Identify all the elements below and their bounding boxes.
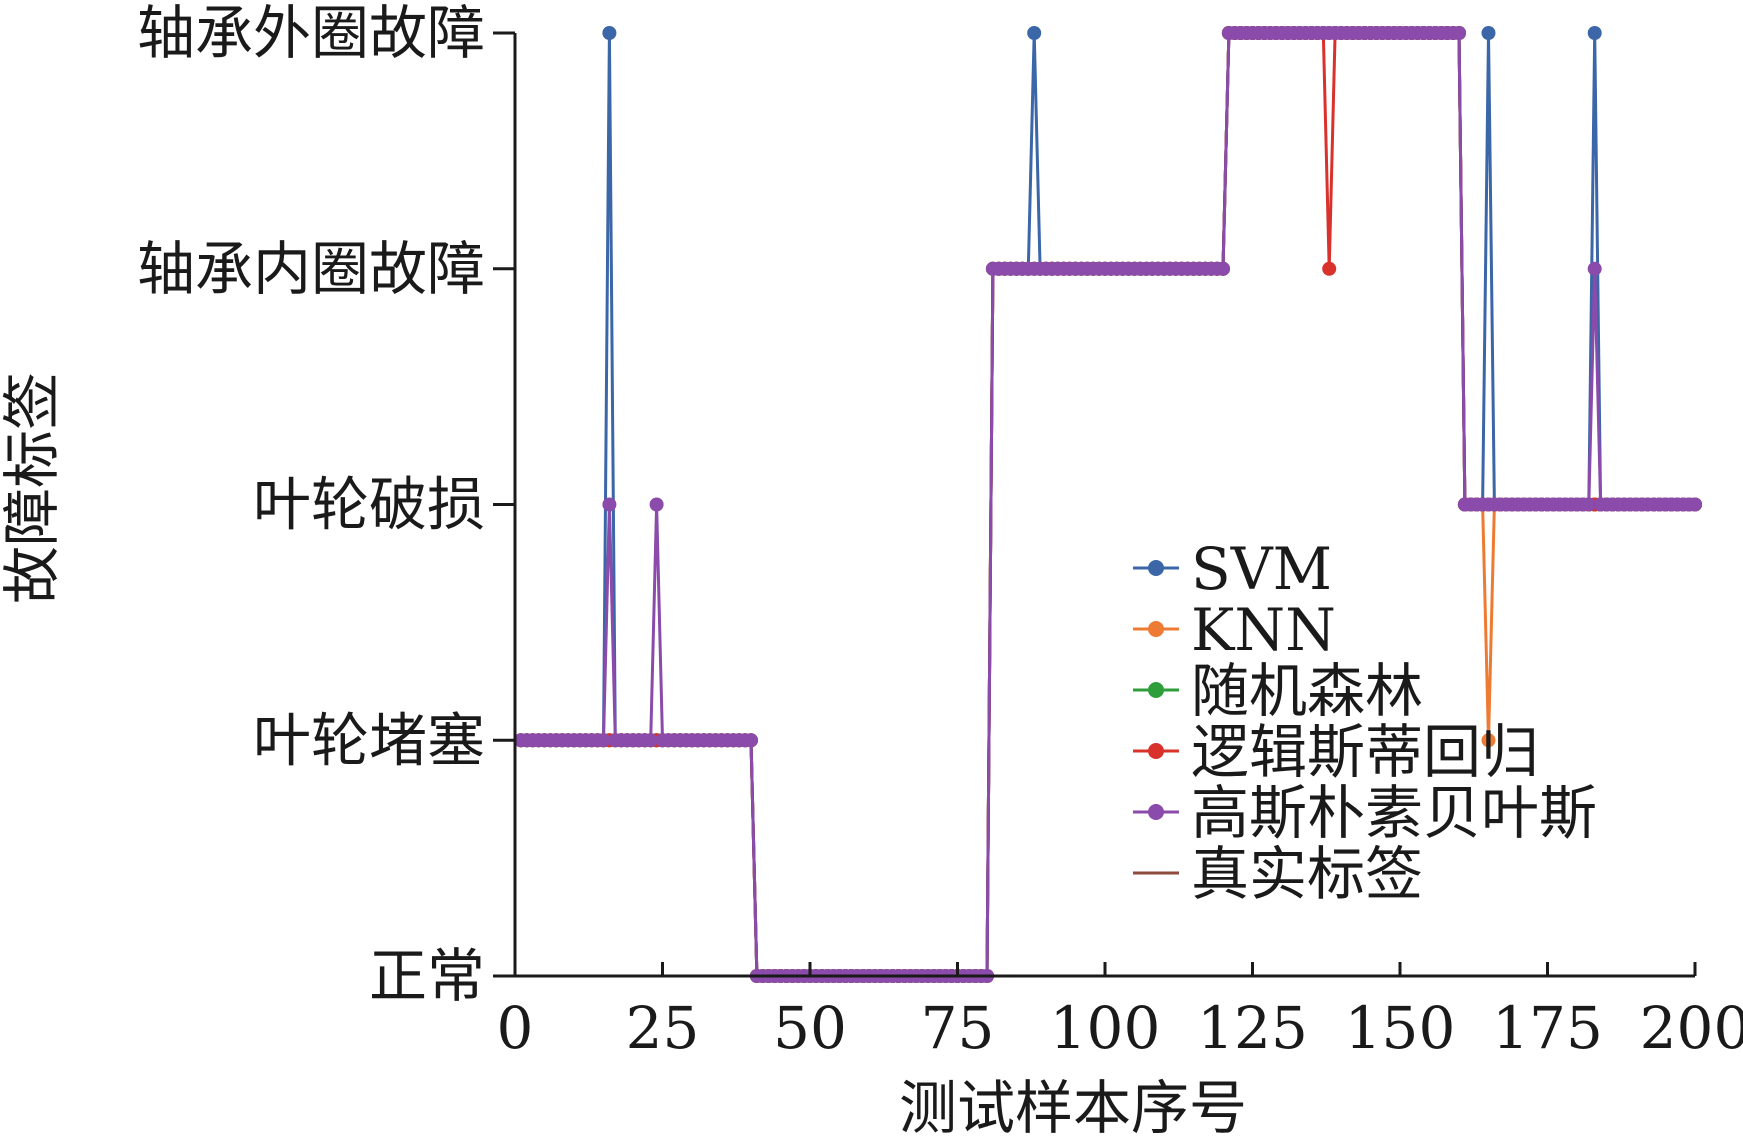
series-5	[513, 26, 1702, 983]
data-point	[1216, 261, 1230, 276]
legend-item: SVM	[1133, 535, 1332, 603]
data-point	[649, 497, 664, 512]
x-tick-label: 150	[1345, 994, 1456, 1062]
data-point	[1322, 261, 1337, 276]
data-point	[602, 497, 617, 512]
y-axis-label: 故障标签	[0, 372, 66, 604]
legend-label: 高斯朴素贝叶斯	[1191, 779, 1597, 847]
data-point	[1587, 26, 1602, 40]
y-tick-label: 轴承外圈故障	[137, 0, 485, 67]
x-tick-label: 0	[497, 994, 534, 1062]
data-point	[1581, 497, 1596, 512]
legend-label: 随机森林	[1191, 657, 1423, 725]
legend-label: SVM	[1191, 535, 1332, 603]
legend-label: 真实标签	[1191, 840, 1423, 908]
data-point	[596, 733, 611, 748]
data-point	[1481, 733, 1496, 748]
legend-item: 高斯朴素贝叶斯	[1133, 779, 1597, 847]
y-tick-label: 叶轮堵塞	[253, 706, 485, 774]
x-tick-label: 25	[626, 994, 700, 1062]
data-point	[643, 733, 658, 748]
data-point	[1452, 26, 1466, 40]
data-point	[1027, 26, 1042, 40]
x-tick-label: 125	[1197, 994, 1308, 1062]
data-point	[602, 26, 617, 40]
x-tick-label: 100	[1050, 994, 1161, 1062]
x-axis-label: 测试样本序号	[899, 1074, 1247, 1140]
x-tick-label: 50	[773, 994, 847, 1062]
data-point	[744, 733, 758, 748]
legend-swatch-dot	[1148, 743, 1164, 759]
legend-swatch-dot	[1148, 804, 1164, 820]
y-tick-label: 轴承内圈故障	[137, 235, 485, 303]
plot-area	[513, 26, 1702, 983]
legend-swatch-dot	[1148, 560, 1164, 576]
y-tick-label: 叶轮破损	[253, 471, 485, 539]
data-point	[1481, 26, 1496, 40]
y-tick-label: 正常	[369, 942, 485, 1010]
x-tick-label: 200	[1640, 994, 1743, 1062]
data-point	[1587, 261, 1602, 276]
legend-item: 真实标签	[1133, 840, 1423, 908]
x-ticks: 0 25 50 75 100 125 150 175 200	[497, 962, 1743, 1062]
legend-item: 逻辑斯蒂回归	[1133, 718, 1539, 786]
legend-label: KNN	[1191, 596, 1336, 664]
data-point	[1688, 497, 1702, 512]
legend-item: 随机森林	[1133, 657, 1423, 725]
x-tick-label: 75	[921, 994, 995, 1062]
legend-item: KNN	[1133, 596, 1336, 664]
x-tick-label: 175	[1492, 994, 1603, 1062]
legend-swatch-dot	[1148, 621, 1164, 637]
legend-label: 逻辑斯蒂回归	[1191, 718, 1539, 786]
legend-swatch-dot	[1148, 682, 1164, 698]
